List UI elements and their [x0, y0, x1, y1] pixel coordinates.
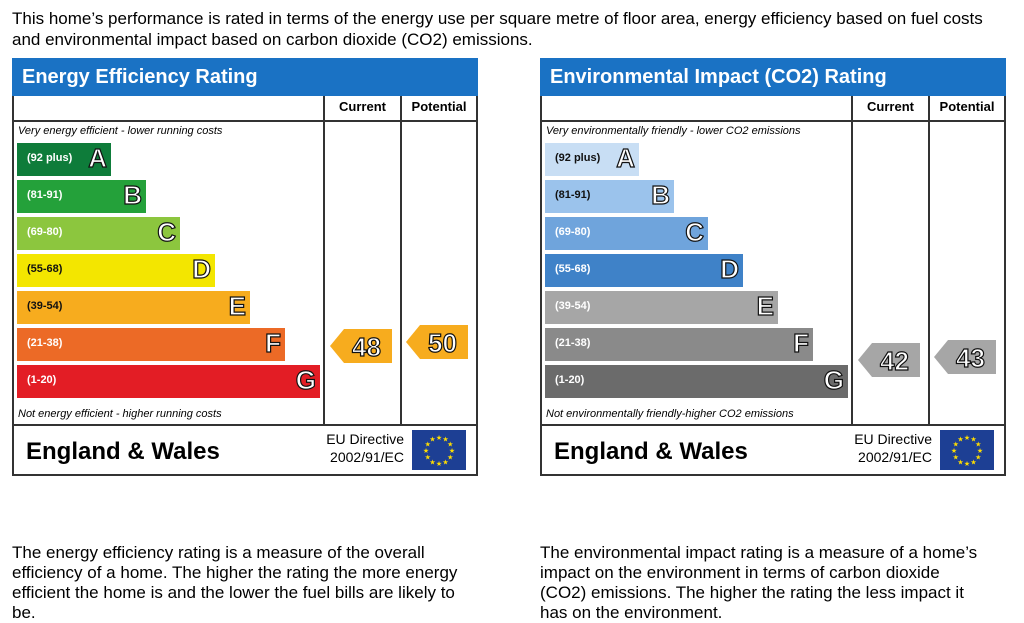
svg-text:★: ★	[429, 458, 435, 466]
svg-text:★: ★	[436, 434, 442, 442]
energy-directive-line1: EU Directive	[326, 431, 404, 447]
svg-text:★: ★	[953, 454, 959, 462]
energy-bottom-label: Not energy efficient - higher running co…	[18, 408, 222, 420]
environment-band-range: (55-68)	[555, 263, 591, 275]
energy-band-letter: B	[123, 179, 143, 210]
svg-text:★: ★	[442, 436, 448, 444]
svg-text:★: ★	[442, 458, 448, 466]
environment-bottom-label: Not environmentally friendly-higher CO2 …	[546, 408, 794, 420]
environment-band-letter: F	[793, 327, 810, 358]
energy-panel-title: Energy Efficiency Rating	[12, 58, 478, 96]
energy-country: England & Wales	[26, 438, 220, 465]
environment-directive-line1: EU Directive	[854, 431, 932, 447]
svg-text:★: ★	[964, 434, 970, 442]
energy-band-b: (81-91) B	[17, 179, 146, 213]
environment-band-range: (1-20)	[555, 374, 585, 386]
environment-potential-value: 43	[955, 342, 985, 373]
environment-band-g: (1-20) G	[545, 364, 848, 398]
environment-band-f: (21-38) F	[545, 327, 813, 361]
eu-flag-icon: ★ ★ ★ ★ ★ ★ ★ ★ ★ ★ ★ ★	[940, 430, 994, 470]
energy-potential-value: 50	[427, 327, 457, 358]
environment-band-e: (39-54) E	[545, 290, 778, 324]
environment-current-header: Current	[867, 99, 914, 114]
environment-band-letter: A	[616, 142, 636, 173]
energy-band-letter: E	[228, 290, 247, 321]
energy-band-g: (1-20) G	[17, 364, 320, 398]
energy-chart-box: Current Potential Very energy efficient …	[12, 96, 478, 476]
intro-text: This home’s performance is rated in term…	[12, 9, 983, 49]
environment-potential-header: Potential	[939, 99, 995, 114]
svg-text:★: ★	[447, 441, 453, 449]
svg-text:★: ★	[447, 454, 453, 462]
environment-band-letter: B	[651, 179, 671, 210]
energy-directive: EU Directive 2002/91/EC	[304, 430, 404, 466]
energy-band-f: (21-38) F	[17, 327, 285, 361]
svg-text:★: ★	[953, 441, 959, 449]
svg-text:★: ★	[425, 441, 431, 449]
environment-top-label: Very environmentally friendly - lower CO…	[546, 125, 801, 137]
eu-flag-icon: ★ ★ ★ ★ ★ ★ ★ ★ ★ ★ ★ ★	[412, 430, 466, 470]
environment-band-letter: C	[685, 216, 705, 247]
environment-directive: EU Directive 2002/91/EC	[832, 430, 932, 466]
energy-band-range: (81-91)	[27, 189, 63, 201]
svg-text:★: ★	[975, 441, 981, 449]
environment-directive-line2: 2002/91/EC	[858, 449, 932, 465]
svg-text:★: ★	[449, 447, 455, 455]
energy-band-range: (1-20)	[27, 374, 57, 386]
energy-efficiency-panel: Energy Efficiency Rating Current Potenti…	[12, 58, 478, 622]
energy-band-letter: D	[192, 253, 212, 284]
svg-text:★: ★	[429, 436, 435, 444]
environment-band-a: (92 plus) A	[545, 142, 639, 176]
energy-band-range: (39-54)	[27, 300, 63, 312]
svg-text:★: ★	[957, 458, 963, 466]
environment-description: The environmental impact rating is a mea…	[540, 543, 978, 622]
environment-panel-title: Environmental Impact (CO2) Rating	[540, 58, 1006, 96]
energy-band-letter: F	[265, 327, 282, 358]
environment-band-range: (69-80)	[555, 226, 591, 238]
svg-text:★: ★	[957, 436, 963, 444]
energy-band-letter: G	[295, 364, 316, 395]
energy-band-a: (92 plus) A	[17, 142, 111, 176]
svg-text:★: ★	[970, 436, 976, 444]
environment-band-letter: D	[720, 253, 740, 284]
environment-band-range: (92 plus)	[555, 152, 601, 164]
svg-text:★: ★	[951, 447, 957, 455]
energy-current-value: 48	[351, 331, 381, 362]
energy-band-d: (55-68) D	[17, 253, 215, 287]
svg-text:★: ★	[436, 460, 442, 468]
energy-band-letter: A	[88, 142, 108, 173]
energy-band-range: (92 plus)	[27, 152, 73, 164]
environment-chart-box: Current Potential Very environmentally f…	[540, 96, 1006, 476]
svg-text:★: ★	[977, 447, 983, 455]
energy-description: The energy efficiency rating is a measur…	[12, 543, 458, 622]
environment-band-c: (69-80) C	[545, 216, 708, 250]
environmental-impact-panel: Environmental Impact (CO2) Rating Curren…	[540, 58, 1006, 622]
environment-country: England & Wales	[554, 438, 748, 465]
environment-band-b: (81-91) B	[545, 179, 674, 213]
svg-text:★: ★	[975, 454, 981, 462]
energy-directive-line2: 2002/91/EC	[330, 449, 404, 465]
energy-band-range: (69-80)	[27, 226, 63, 238]
environment-band-letter: G	[823, 364, 844, 395]
energy-band-e: (39-54) E	[17, 290, 250, 324]
energy-top-label: Very energy efficient - lower running co…	[18, 125, 223, 137]
energy-band-letter: C	[157, 216, 177, 247]
svg-text:★: ★	[425, 454, 431, 462]
energy-current-header: Current	[339, 99, 386, 114]
svg-text:★: ★	[970, 458, 976, 466]
energy-potential-header: Potential	[411, 99, 467, 114]
environment-band-letter: E	[756, 290, 775, 321]
svg-text:★: ★	[423, 447, 429, 455]
svg-text:★: ★	[964, 460, 970, 468]
environment-band-d: (55-68) D	[545, 253, 743, 287]
energy-band-range: (21-38)	[27, 337, 63, 349]
environment-current-value: 42	[879, 345, 909, 376]
energy-band-range: (55-68)	[27, 263, 63, 275]
environment-band-range: (21-38)	[555, 337, 591, 349]
energy-band-c: (69-80) C	[17, 216, 180, 250]
environment-band-range: (39-54)	[555, 300, 591, 312]
environment-band-range: (81-91)	[555, 189, 591, 201]
